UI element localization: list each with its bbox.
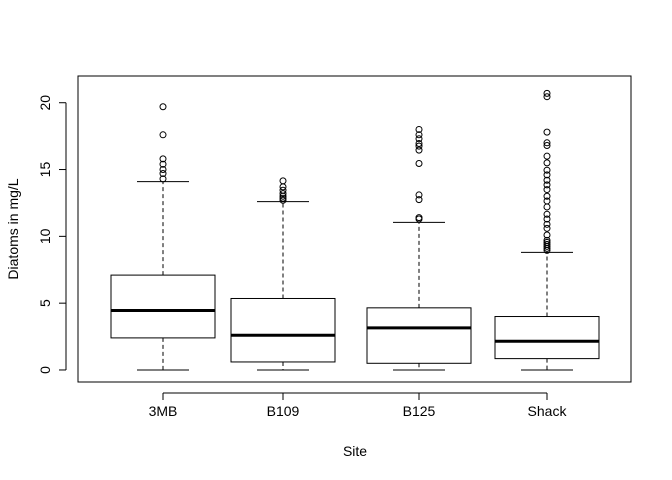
outlier-point xyxy=(543,171,551,179)
box-iqr xyxy=(110,274,216,339)
outlier-point xyxy=(543,166,551,174)
outlier-point xyxy=(415,191,423,199)
box-group-shack xyxy=(494,89,600,371)
outlier-point xyxy=(543,197,551,205)
y-axis-label: Diatoms in mg/L xyxy=(5,178,21,279)
outlier-point xyxy=(415,146,423,154)
y-axis: 0 5 10 15 20 xyxy=(37,95,67,374)
y-tick-label: 15 xyxy=(37,162,53,178)
outlier-point xyxy=(543,176,551,184)
outlier-point xyxy=(415,214,423,222)
box-iqr xyxy=(366,307,472,364)
box-group-b125 xyxy=(366,125,472,371)
outlier-point xyxy=(543,139,551,147)
y-tick-label: 5 xyxy=(37,299,53,307)
outlier-point xyxy=(543,215,551,223)
outlier-point xyxy=(159,155,167,163)
outlier-point xyxy=(279,190,287,198)
outlier-point xyxy=(159,103,167,111)
outlier-point xyxy=(159,131,167,139)
outlier-point xyxy=(279,194,287,202)
outlier-point xyxy=(543,181,551,189)
outlier-point xyxy=(415,160,423,168)
box-group-3mb xyxy=(110,103,216,371)
outlier-point xyxy=(415,125,423,133)
outlier-point xyxy=(159,175,167,183)
outlier-point xyxy=(279,196,287,204)
box-group-b109 xyxy=(230,177,336,371)
plot-marks xyxy=(110,89,600,371)
outlier-point xyxy=(543,89,551,97)
outlier-point xyxy=(543,192,551,200)
outlier-point xyxy=(543,152,551,160)
x-tick-label: B125 xyxy=(403,403,436,419)
outlier-point xyxy=(159,160,167,168)
outlier-point xyxy=(543,231,551,239)
outlier-point xyxy=(279,177,287,185)
plot-frame xyxy=(77,75,632,383)
x-axis-label: Site xyxy=(343,443,367,459)
outlier-point xyxy=(543,210,551,218)
y-tick-label: 20 xyxy=(37,95,53,111)
y-tick-label: 0 xyxy=(37,366,53,374)
outlier-point xyxy=(543,186,551,194)
outlier-point xyxy=(415,131,423,139)
outlier-point xyxy=(543,203,551,211)
outlier-point xyxy=(415,139,423,147)
box-iqr xyxy=(494,316,600,360)
outlier-point xyxy=(279,186,287,194)
outlier-point xyxy=(543,220,551,228)
outlier-point xyxy=(159,170,167,178)
outlier-point xyxy=(543,93,551,101)
x-tick-label: 3MB xyxy=(149,403,178,419)
outlier-point xyxy=(159,166,167,174)
outlier-point xyxy=(543,236,551,244)
box-iqr xyxy=(230,297,336,363)
outlier-point xyxy=(543,159,551,167)
outlier-point xyxy=(415,142,423,150)
outlier-point xyxy=(415,135,423,143)
x-tick-label: Shack xyxy=(528,403,568,419)
outlier-point xyxy=(543,141,551,149)
x-axis: 3MB B109 B125 Shack xyxy=(149,392,568,419)
outlier-point xyxy=(543,224,551,232)
outlier-point xyxy=(543,238,551,246)
outlier-point xyxy=(543,240,551,248)
outlier-point xyxy=(415,196,423,204)
x-tick-label: B109 xyxy=(267,403,300,419)
outlier-point xyxy=(543,128,551,136)
y-tick-label: 10 xyxy=(37,228,53,244)
